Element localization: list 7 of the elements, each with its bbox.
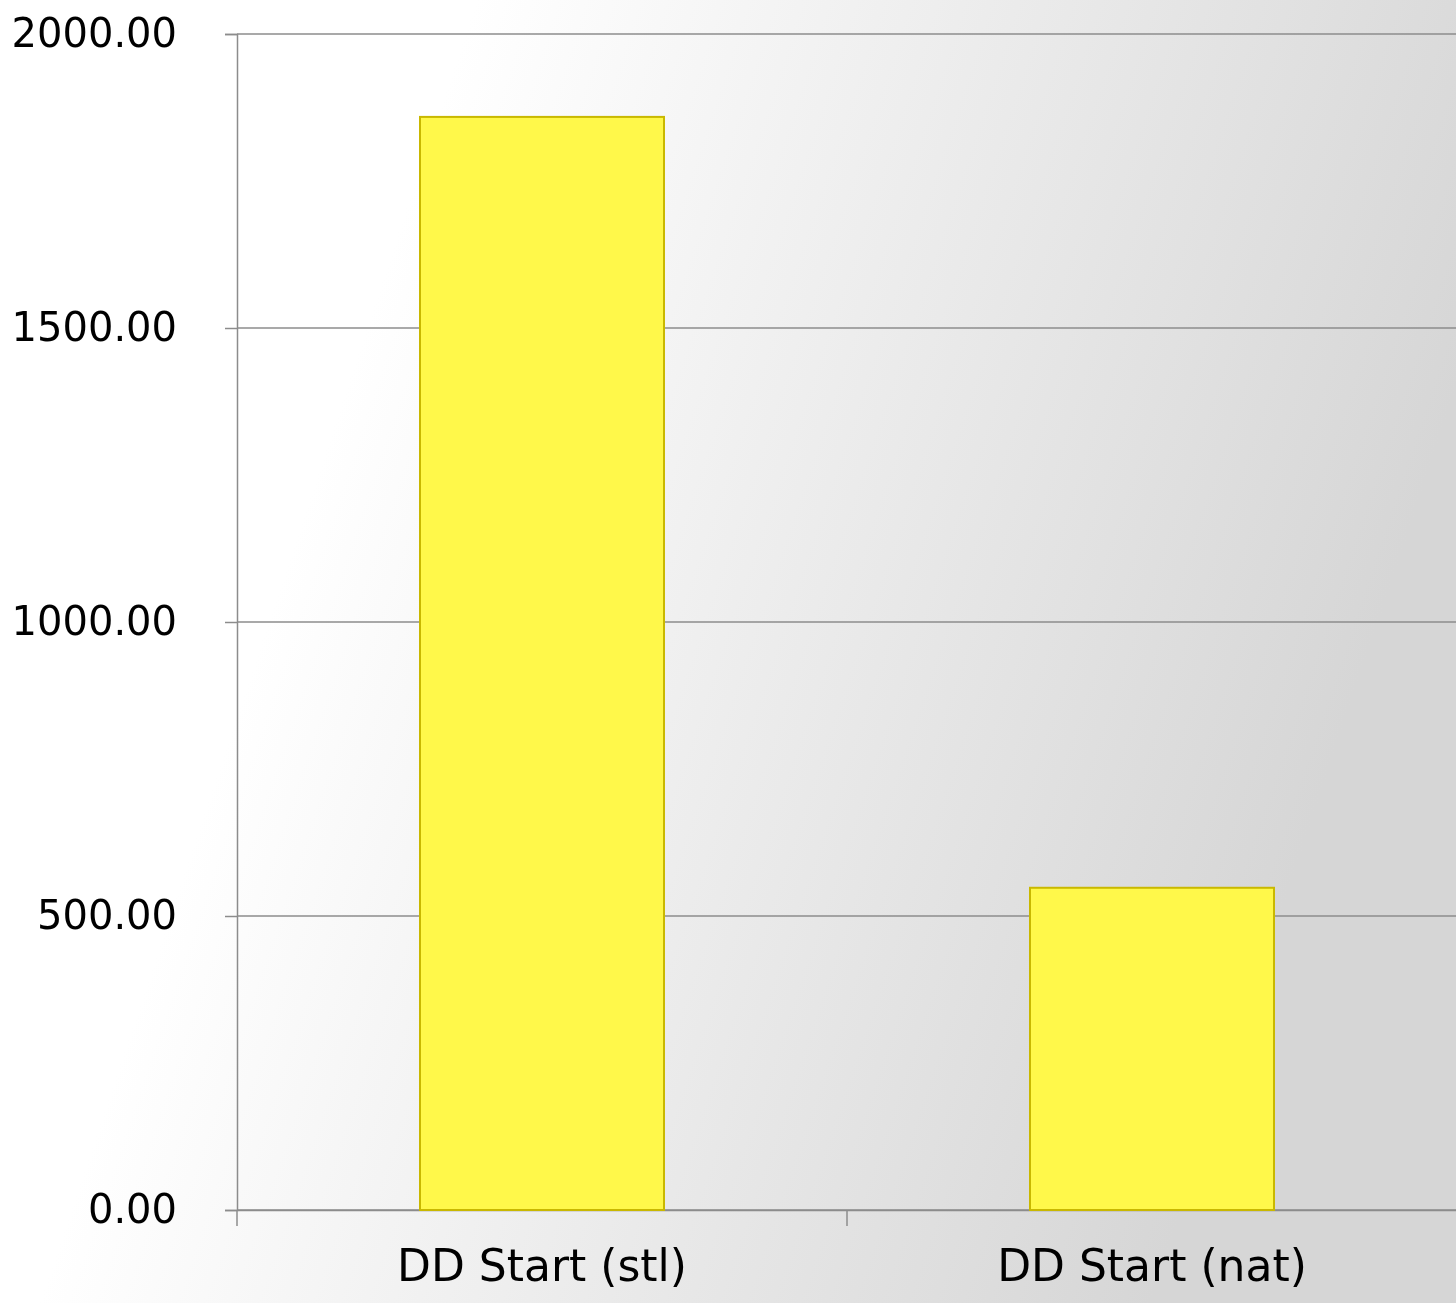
x-tick-label: DD Start (nat): [997, 1240, 1307, 1292]
y-tick-label: 1500.00: [11, 304, 177, 351]
x-tick-label: DD Start (stl): [397, 1240, 687, 1292]
y-tick-label: 500.00: [37, 892, 177, 939]
y-tick-label: 1000.00: [11, 598, 177, 645]
y-tick-label: 0.00: [87, 1186, 177, 1233]
y-tick-label: 2000.00: [11, 10, 177, 57]
